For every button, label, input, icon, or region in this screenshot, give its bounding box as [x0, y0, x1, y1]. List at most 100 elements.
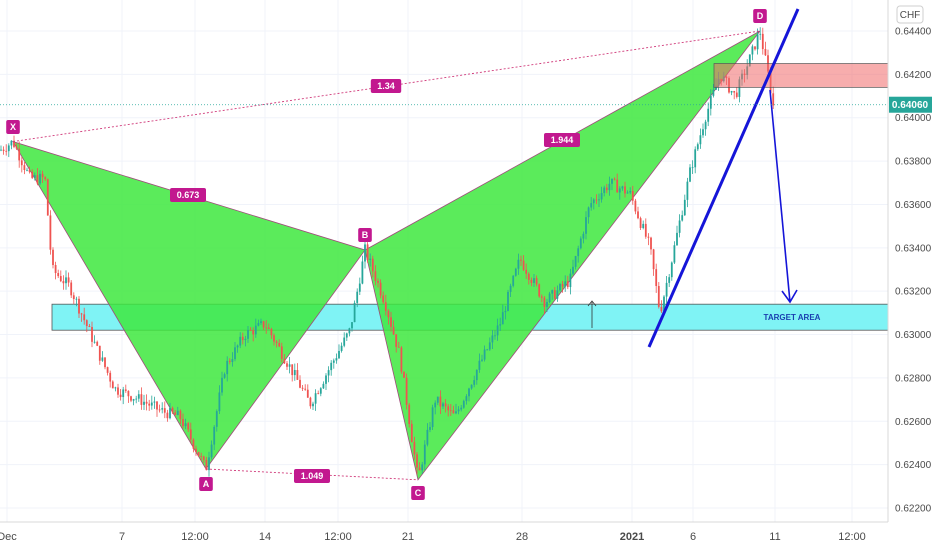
candle-body [634, 200, 637, 212]
current-price-label: 0.64060 [892, 100, 929, 111]
candle-body [600, 193, 603, 200]
candle-body [10, 140, 13, 146]
candle-body [358, 283, 361, 292]
candle-body [306, 389, 309, 398]
candle-body [665, 282, 668, 297]
candle-body [434, 402, 437, 408]
candle-body [132, 399, 135, 401]
candle-body [184, 423, 187, 427]
x-tick-label: 6 [690, 531, 696, 543]
candle-body [551, 290, 554, 294]
candle-body [340, 345, 343, 351]
candle-body [395, 334, 398, 347]
candle-body [62, 281, 65, 284]
candle-body [356, 291, 359, 303]
candle-body [447, 406, 450, 411]
candle-body [595, 199, 598, 201]
candle-body [143, 401, 145, 405]
candle-body [556, 290, 559, 299]
candle-body [98, 345, 101, 361]
trendline[interactable] [647, 8, 800, 348]
candle-body [496, 325, 499, 336]
candle-body [418, 467, 421, 471]
candle-body [176, 410, 179, 416]
candle-body [39, 173, 41, 184]
candle-body [676, 232, 678, 246]
candle-body [590, 203, 593, 208]
candle-body [699, 135, 702, 145]
candle-body [96, 341, 99, 346]
point-label-b: B [358, 228, 372, 242]
candle-body [148, 403, 151, 406]
candle-body [392, 326, 395, 335]
candle-body [325, 375, 327, 384]
y-tick-label: 0.63000 [895, 330, 932, 341]
candle-body [7, 145, 10, 152]
candle-body [444, 403, 447, 407]
candle-body [509, 285, 512, 292]
candle-body [712, 89, 715, 96]
candle-body [629, 190, 632, 193]
candle-body [197, 451, 200, 457]
candle-body [608, 183, 611, 191]
candle-body [384, 302, 387, 311]
y-tick-label: 0.63600 [895, 200, 932, 211]
target-arrow [769, 89, 798, 304]
candle-body [564, 281, 567, 287]
candle-body [478, 360, 481, 370]
candle-body [486, 349, 489, 351]
candle-body [161, 408, 164, 410]
candle-body [548, 293, 551, 302]
candle-body [262, 321, 265, 328]
candle-body [234, 347, 236, 360]
candle-body [322, 383, 325, 389]
candle-body [171, 407, 174, 413]
candle-body [626, 192, 629, 194]
candle-body [421, 464, 424, 471]
candle-body [205, 459, 208, 471]
candle-body [187, 423, 190, 430]
candle-body [468, 388, 470, 397]
candle-body [327, 370, 330, 376]
currency-badge[interactable]: CHF [896, 5, 924, 24]
x-tick-label: Dec [0, 531, 17, 543]
current-price-badge: 0.64060 [889, 96, 932, 113]
candle-body [678, 220, 681, 233]
candle-body [260, 321, 262, 323]
candle-body [499, 324, 502, 326]
x-tick-label: 28 [516, 531, 528, 543]
candle-body [280, 346, 283, 359]
candle-body [621, 186, 624, 189]
candle-body [23, 165, 26, 171]
candle-body [624, 186, 626, 194]
x-axis-ticks: Dec 7 12:00 14 12:00 21 28 2021 6 11 12:00 [0, 531, 866, 543]
candle-body [332, 360, 335, 363]
candle-body [754, 46, 756, 50]
candle-body [377, 280, 379, 283]
point-label-c: C [411, 486, 425, 500]
pattern-point-labels: X A B C D [6, 9, 767, 500]
candle-body [218, 392, 221, 412]
candle-body [683, 199, 686, 216]
y-tick-label: 0.62400 [895, 460, 932, 471]
candle-body [36, 175, 39, 184]
candle-body [704, 121, 707, 130]
candle-body [681, 215, 684, 221]
candle-body [449, 410, 452, 412]
candle-body [566, 281, 569, 288]
candle-body [275, 341, 278, 343]
candle-body [709, 95, 712, 109]
candle-body [616, 179, 619, 193]
candle-body [345, 333, 348, 338]
candle-body [410, 423, 413, 443]
candle-body [491, 335, 494, 343]
candle-body [390, 317, 392, 327]
candle-body [751, 46, 754, 55]
candle-body [288, 364, 291, 367]
candle-body [382, 295, 385, 303]
candle-body [33, 175, 36, 178]
candle-body [236, 345, 239, 348]
candle-body [559, 283, 561, 291]
candle-body [642, 223, 645, 228]
